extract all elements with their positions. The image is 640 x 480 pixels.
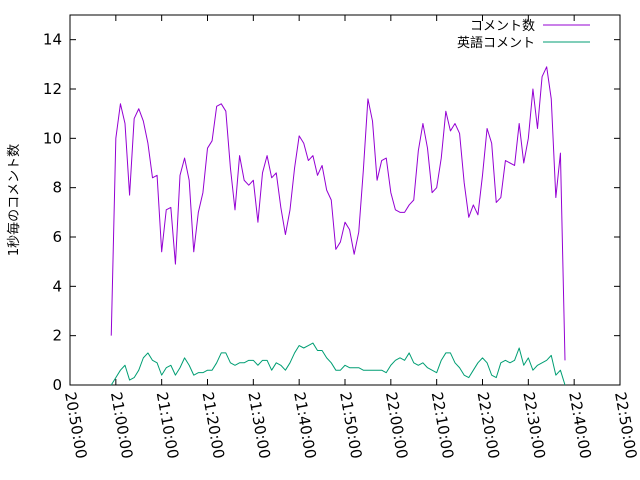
legend-label-1: コメント数 (470, 19, 535, 34)
y-axis: 0 2 4 6 8 10 12 14 (43, 31, 620, 394)
y-axis-title: 1秒毎のコメント数 (6, 144, 22, 256)
y-tick-label: 6 (52, 228, 62, 246)
legend-label-2: 英語コメント (457, 35, 535, 51)
x-tick-label: 21:10:00 (153, 391, 182, 460)
x-tick-label: 22:30:00 (519, 391, 548, 460)
series-line-1 (110, 66, 566, 361)
y-tick-label: 14 (43, 31, 62, 49)
series-line-2 (110, 342, 566, 386)
x-axis: 20:50:00 21:00:00 21:10:00 21:20:00 21:30:00… (61, 15, 640, 460)
plot-frame (69, 14, 621, 386)
x-tick-label: 22:20:00 (474, 391, 503, 460)
x-tick-label: 20:50:00 (61, 391, 90, 460)
x-tick-label: 21:30:00 (244, 391, 273, 460)
y-tick-label: 2 (52, 327, 62, 345)
y-tick-label: 12 (43, 80, 62, 98)
y-tick-label: 0 (52, 376, 62, 394)
x-tick-label: 21:20:00 (199, 391, 228, 460)
x-tick-label: 22:10:00 (428, 391, 457, 460)
x-tick-label: 22:50:00 (611, 391, 640, 460)
x-tick-label: 21:00:00 (107, 391, 136, 460)
y-tick-label: 4 (52, 277, 62, 295)
y-tick-label: 10 (43, 129, 62, 147)
x-tick-label: 22:00:00 (382, 391, 411, 460)
y-tick-label: 8 (52, 179, 62, 197)
x-tick-label: 21:50:00 (336, 391, 365, 460)
x-tick-label: 21:40:00 (290, 391, 319, 460)
series-lines (110, 66, 566, 386)
x-tick-label: 22:40:00 (565, 391, 594, 460)
